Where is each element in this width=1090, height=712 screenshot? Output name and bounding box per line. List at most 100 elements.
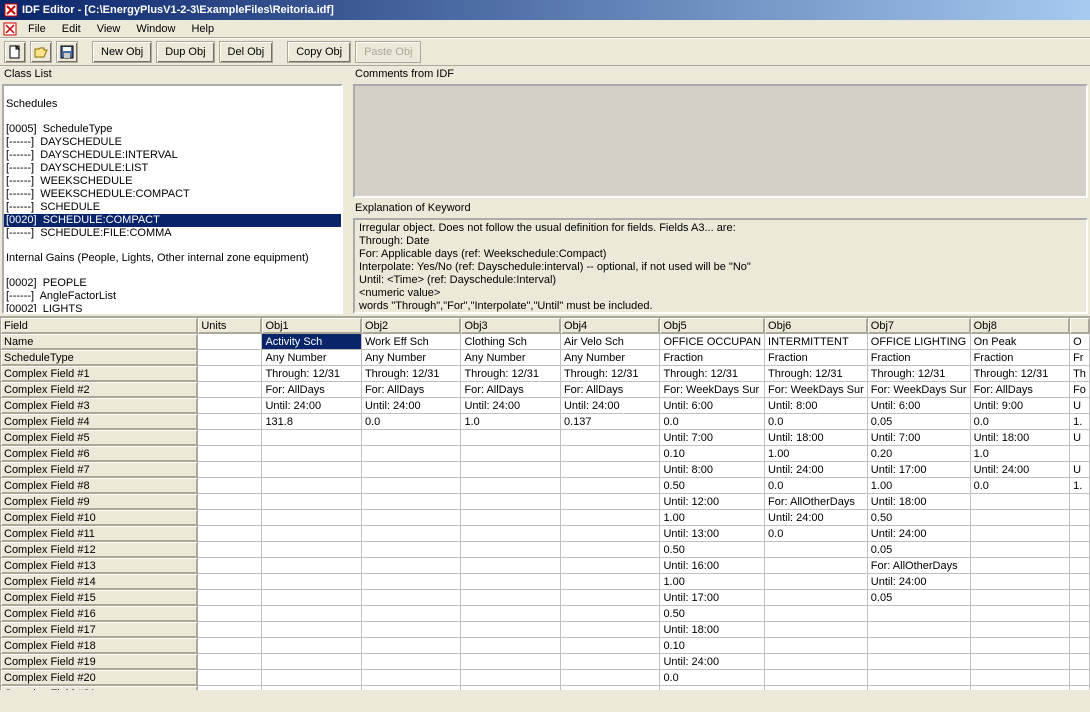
grid-cell[interactable]: Until: 24:00 (867, 574, 970, 590)
grid-cell[interactable] (970, 670, 1070, 686)
save-file-icon[interactable] (56, 41, 78, 63)
comments-box[interactable] (353, 84, 1088, 198)
class-list-item[interactable]: [0002] PEOPLE (4, 277, 341, 290)
grid-cell[interactable] (970, 526, 1070, 542)
grid-cell[interactable] (461, 670, 561, 686)
class-list-item[interactable]: [0002] LIGHTS (4, 303, 341, 314)
grid-cell[interactable]: OFFICE LIGHTING (867, 334, 970, 350)
grid-cell[interactable] (560, 622, 660, 638)
grid-cell[interactable] (262, 654, 362, 670)
grid-cell[interactable]: 0.0 (765, 526, 868, 542)
grid-cell[interactable]: 0.10 (660, 638, 765, 654)
grid-cell[interactable] (198, 414, 262, 430)
grid-cell[interactable] (560, 590, 660, 606)
class-list-item[interactable]: [------] WEEKSCHEDULE (4, 175, 341, 188)
class-list-item[interactable]: Schedules (4, 98, 341, 111)
grid-cell[interactable] (1070, 670, 1090, 686)
grid-cell[interactable] (461, 574, 561, 590)
grid-cell[interactable] (361, 638, 461, 654)
grid-cell[interactable]: Through: 12/31 (660, 366, 765, 382)
grid-cell[interactable]: Until: 24:00 (867, 526, 970, 542)
grid-cell[interactable] (361, 494, 461, 510)
grid-cell[interactable] (970, 622, 1070, 638)
grid-cell[interactable] (262, 622, 362, 638)
grid-cell[interactable]: Until: 8:00 (765, 398, 868, 414)
grid-cell[interactable]: Through: 12/31 (461, 366, 561, 382)
grid-cell[interactable]: 0.0 (765, 478, 868, 494)
grid-cell[interactable]: U (1070, 430, 1090, 446)
class-list-item[interactable]: Internal Gains (People, Lights, Other in… (4, 252, 341, 265)
grid-cell[interactable]: For: AllDays (262, 382, 362, 398)
grid-cell[interactable]: 1.00 (867, 478, 970, 494)
grid-header[interactable]: Field (1, 318, 198, 334)
class-list-item[interactable]: [------] DAYSCHEDULE:LIST (4, 162, 341, 175)
grid-cell[interactable] (1070, 654, 1090, 670)
grid-cell[interactable]: Until: 7:00 (660, 430, 765, 446)
grid-cell[interactable] (361, 510, 461, 526)
grid-cell[interactable] (560, 638, 660, 654)
grid-cell[interactable] (461, 606, 561, 622)
grid-cell[interactable] (262, 638, 362, 654)
grid-cell[interactable] (970, 654, 1070, 670)
grid-cell[interactable] (1070, 606, 1090, 622)
grid-cell[interactable] (198, 382, 262, 398)
grid-cell[interactable] (262, 670, 362, 686)
grid-cell[interactable] (198, 446, 262, 462)
grid-cell[interactable]: Any Number (461, 350, 561, 366)
grid-cell[interactable] (765, 654, 868, 670)
grid-row-label[interactable]: Complex Field #11 (1, 526, 198, 542)
grid-cell[interactable]: Any Number (262, 350, 362, 366)
grid-cell[interactable] (560, 670, 660, 686)
grid-cell[interactable]: Until: 18:00 (660, 622, 765, 638)
grid-header[interactable]: Obj8 (970, 318, 1070, 334)
grid-cell[interactable]: Until: 9:00 (970, 398, 1070, 414)
grid-cell[interactable] (361, 574, 461, 590)
grid-cell[interactable]: 0.05 (867, 542, 970, 558)
grid-header[interactable]: Obj4 (560, 318, 660, 334)
grid-cell[interactable]: Through: 12/31 (560, 366, 660, 382)
grid-cell[interactable] (560, 686, 660, 691)
grid-cell[interactable]: 0.0 (660, 670, 765, 686)
grid-cell[interactable]: Until: 24:00 (560, 398, 660, 414)
grid-cell[interactable]: Until: 24:00 (361, 398, 461, 414)
grid-cell[interactable] (970, 494, 1070, 510)
grid-cell[interactable] (867, 622, 970, 638)
grid-header[interactable]: Obj5 (660, 318, 765, 334)
menu-file[interactable]: File (20, 21, 54, 37)
mdi-icon[interactable] (2, 21, 18, 37)
grid-cell[interactable] (970, 686, 1070, 691)
paste-obj-button[interactable]: Paste Obj (355, 41, 421, 63)
grid-row-label[interactable]: Complex Field #3 (1, 398, 198, 414)
grid-cell[interactable] (970, 574, 1070, 590)
open-file-icon[interactable] (30, 41, 52, 63)
grid-cell[interactable] (461, 510, 561, 526)
grid-row-label[interactable]: Complex Field #20 (1, 670, 198, 686)
class-list-item[interactable]: [0020] SCHEDULE:COMPACT (4, 214, 341, 227)
grid-cell[interactable]: For: AllDays (461, 382, 561, 398)
grid-cell[interactable] (262, 542, 362, 558)
grid-cell[interactable]: Until: 24:00 (970, 462, 1070, 478)
grid-cell[interactable] (461, 590, 561, 606)
grid-cell[interactable] (1070, 590, 1090, 606)
class-list-item[interactable]: [0005] ScheduleType (4, 123, 341, 136)
grid-cell[interactable] (198, 510, 262, 526)
grid-cell[interactable] (1070, 558, 1090, 574)
grid-cell[interactable]: 1. (1070, 414, 1090, 430)
grid-cell[interactable]: 1.00 (765, 446, 868, 462)
grid-cell[interactable] (361, 654, 461, 670)
grid-cell[interactable]: 131.8 (262, 414, 362, 430)
grid-cell[interactable]: Until: 24:00 (765, 462, 868, 478)
grid-cell[interactable] (765, 622, 868, 638)
del-obj-button[interactable]: Del Obj (219, 41, 274, 63)
grid-cell[interactable] (361, 430, 461, 446)
grid-cell[interactable] (262, 478, 362, 494)
grid-cell[interactable] (1070, 542, 1090, 558)
grid-cell[interactable] (198, 526, 262, 542)
copy-obj-button[interactable]: Copy Obj (287, 41, 351, 63)
grid-cell[interactable] (1070, 526, 1090, 542)
grid-row-label[interactable]: Complex Field #17 (1, 622, 198, 638)
menu-window[interactable]: Window (128, 21, 183, 37)
grid-cell[interactable] (765, 686, 868, 691)
grid-cell[interactable]: Until: 18:00 (970, 430, 1070, 446)
grid-header[interactable] (1070, 318, 1090, 334)
